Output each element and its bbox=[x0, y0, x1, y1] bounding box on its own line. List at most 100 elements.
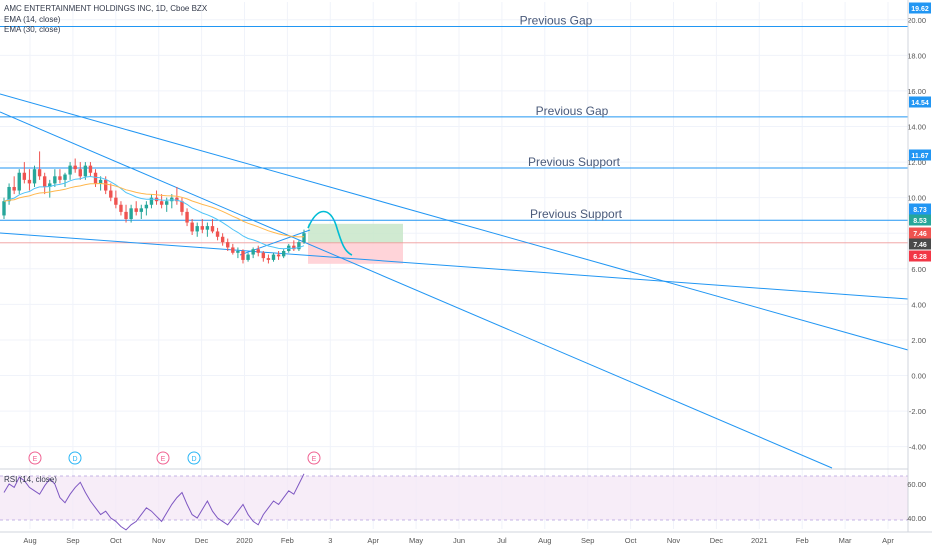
time-axis[interactable]: Aug Sep Oct Nov Dec 2020 Feb 3 Apr May Jun Jul Aug Se… bbox=[0, 531, 932, 545]
time-tick-label: Apr bbox=[882, 536, 894, 545]
marker-letter: D bbox=[72, 456, 77, 463]
candle-body bbox=[17, 172, 21, 191]
price-tick-label: 4.00 bbox=[911, 300, 926, 309]
time-tick-label: Nov bbox=[152, 536, 166, 545]
time-tick-label: Dec bbox=[195, 536, 209, 545]
candle-body bbox=[7, 186, 11, 202]
level-label: Previous Gap bbox=[520, 14, 593, 28]
price-tick-label: -4.00 bbox=[909, 443, 926, 452]
time-tick-label: Sep bbox=[581, 536, 594, 545]
time-tick-label: Jul bbox=[497, 536, 507, 545]
trend-line[interactable] bbox=[0, 111, 833, 469]
horizontal-levels[interactable]: Previous Gap Previous Gap Previous Support… bbox=[0, 14, 908, 222]
rsi-legend[interactable]: RSI (14, close) bbox=[4, 475, 57, 484]
price-badge[interactable] bbox=[909, 238, 931, 250]
trend-lines[interactable] bbox=[0, 93, 909, 469]
long-position-tool[interactable] bbox=[0, 210, 908, 264]
dividend-marker[interactable] bbox=[68, 451, 82, 465]
candle-body bbox=[27, 179, 32, 184]
rsi-pane: RSI (14, close) bbox=[0, 473, 908, 531]
candle-body bbox=[109, 190, 113, 198]
trend-line[interactable] bbox=[0, 93, 909, 351]
candle-body bbox=[98, 179, 103, 184]
candle-body bbox=[261, 252, 266, 259]
price-badge[interactable] bbox=[909, 227, 931, 239]
candle-body bbox=[266, 258, 271, 260]
rsi-tick-label: 60.00 bbox=[907, 480, 926, 489]
candle-body bbox=[53, 176, 57, 184]
ema14-legend[interactable]: EMA (14, close) bbox=[4, 14, 61, 24]
price-badge-label: 19.62 bbox=[911, 6, 929, 13]
earnings-marker[interactable] bbox=[307, 451, 321, 465]
level-label: Previous Support bbox=[530, 207, 623, 221]
price-badge[interactable] bbox=[909, 250, 931, 262]
time-tick-label: Mar bbox=[839, 536, 852, 545]
price-tick-label: 10.00 bbox=[907, 194, 926, 203]
candle-body bbox=[241, 251, 245, 260]
candle-body bbox=[149, 197, 154, 205]
candle-body bbox=[297, 242, 301, 250]
profit-zone[interactable] bbox=[308, 223, 403, 243]
candle-body bbox=[226, 242, 230, 248]
candle-body bbox=[2, 201, 6, 216]
price-badge-label: 8.73 bbox=[913, 207, 927, 214]
candle-body bbox=[276, 254, 281, 257]
earnings-marker[interactable] bbox=[156, 451, 170, 465]
candle-body bbox=[58, 176, 62, 180]
ema30-legend[interactable]: EMA (30, close) bbox=[4, 25, 61, 34]
symbol-title[interactable]: AMC ENTERTAINMENT HOLDINGS INC, 1D, Cboe… bbox=[4, 4, 208, 13]
candle-body bbox=[190, 222, 194, 232]
candle-body bbox=[48, 183, 52, 187]
ema30-line bbox=[3, 182, 305, 238]
earnings-marker[interactable] bbox=[28, 451, 42, 465]
price-axis[interactable]: 20.0018.0016.0014.0012.0010.008.006.004.… bbox=[907, 0, 931, 532]
candle-body bbox=[200, 226, 205, 230]
loss-zone[interactable] bbox=[308, 242, 403, 264]
marker-letter: E bbox=[33, 456, 38, 463]
trend-line[interactable] bbox=[0, 232, 909, 300]
price-badge-label: 7.46 bbox=[913, 231, 927, 238]
price-badge-label: 7.46 bbox=[913, 242, 927, 249]
candle-body bbox=[83, 165, 88, 177]
price-badge[interactable] bbox=[909, 149, 931, 161]
candle-body bbox=[37, 169, 42, 177]
price-badge[interactable] bbox=[909, 2, 931, 14]
candle-body bbox=[63, 174, 67, 180]
candle-body bbox=[22, 172, 27, 180]
candle-body bbox=[42, 176, 47, 187]
price-tick-label: 2.00 bbox=[911, 336, 926, 345]
price-badge[interactable] bbox=[909, 203, 931, 215]
candle-body bbox=[119, 204, 123, 212]
time-tick-label: Jun bbox=[453, 536, 465, 545]
marker-letter: E bbox=[161, 456, 166, 463]
candle-body bbox=[251, 249, 255, 255]
price-tick-label: 20.00 bbox=[907, 16, 926, 25]
price-badge-label: 11.67 bbox=[911, 153, 928, 160]
price-tick-label: 6.00 bbox=[911, 265, 926, 274]
time-tick-label: Aug bbox=[23, 536, 36, 545]
projection-curve[interactable] bbox=[307, 210, 353, 256]
level-label: Previous Gap bbox=[536, 104, 609, 118]
price-tick-label: -2.00 bbox=[909, 407, 926, 416]
time-tick-label: 2020 bbox=[236, 536, 253, 545]
candle-body bbox=[195, 226, 199, 232]
candle-body bbox=[220, 236, 225, 243]
price-tick-label: 0.00 bbox=[911, 372, 926, 381]
price-badge[interactable] bbox=[909, 96, 931, 108]
candle-body bbox=[134, 208, 138, 212]
ema-lines bbox=[3, 175, 305, 250]
time-tick-label: May bbox=[409, 536, 423, 545]
marker-letter: E bbox=[312, 456, 317, 463]
candle-body bbox=[139, 208, 143, 212]
chart-legend: AMC ENTERTAINMENT HOLDINGS INC, 1D, Cboe… bbox=[4, 4, 207, 36]
rsi-line bbox=[3, 473, 305, 531]
dividend-marker[interactable] bbox=[187, 451, 201, 465]
candle-body bbox=[159, 201, 164, 205]
candle-body bbox=[124, 211, 128, 219]
candle-body bbox=[215, 231, 220, 237]
price-badge[interactable] bbox=[909, 214, 931, 226]
rsi-tick-label: 40.00 bbox=[907, 514, 926, 523]
